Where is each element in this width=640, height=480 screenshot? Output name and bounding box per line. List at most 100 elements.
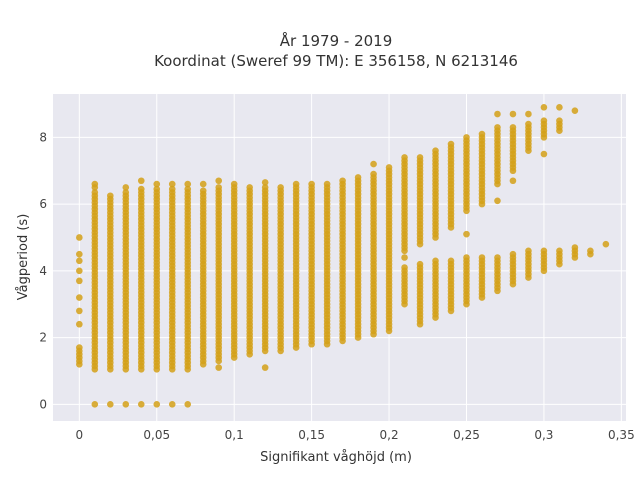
data-point [76,307,83,315]
data-point [540,247,548,255]
data-point [76,277,83,285]
data-point [447,140,455,148]
data-point [230,180,238,188]
data-point [184,401,192,408]
data-point [463,230,470,238]
chart-title: År 1979 - 2019 [280,31,393,50]
data-point [137,177,145,185]
data-point [463,254,470,261]
data-point [463,134,470,141]
data-point [556,127,563,135]
data-point [401,264,408,271]
y-tick-label: 8 [39,130,47,144]
x-tick-label: 0,3 [534,428,553,442]
data-point [137,185,145,193]
data-point [416,154,424,161]
data-point [556,247,563,255]
data-point [602,240,610,248]
data-point [215,184,223,191]
data-point [494,110,501,118]
x-tick-label: 0,1 [225,428,244,442]
data-point [525,120,532,128]
data-point [571,244,579,251]
data-point [76,234,83,241]
x-tick-label: 0,25 [453,428,480,442]
data-point [168,401,176,408]
data-point [184,180,192,188]
data-point [525,247,532,255]
y-axis-label: Vågperiod (s) [16,214,31,301]
data-point [76,344,83,351]
data-point [153,180,161,188]
data-point [168,180,176,188]
data-point [354,174,362,181]
data-point [556,117,563,124]
data-point [339,177,346,185]
data-point [153,401,161,408]
data-point [525,110,532,118]
y-tick-label: 0 [39,397,47,411]
data-point [199,180,207,188]
x-tick-label: 0,2 [380,428,399,442]
data-point [401,154,408,161]
data-point [494,254,501,261]
data-point [556,104,563,111]
data-point [509,110,517,118]
data-point [385,164,393,171]
data-point [571,107,579,114]
data-point [540,117,548,124]
data-point [76,257,83,265]
data-point [432,147,439,155]
x-axis-label: Signifikant våghöjd (m) [260,450,412,465]
data-point [416,260,424,268]
data-points [76,104,610,408]
data-point [76,294,83,301]
data-point [509,177,517,185]
data-point [308,180,315,188]
x-tick-label: 0,35 [608,428,635,442]
x-tick-label: 0,05 [143,428,170,442]
x-tick-label: 0,15 [298,428,325,442]
data-point [478,130,486,138]
data-point [122,189,130,196]
data-point [107,401,114,408]
chart-subtitle: Koordinat (Sweref 99 TM): E 356158, N 62… [154,52,518,70]
data-point [494,124,501,131]
data-point [587,247,594,255]
data-point [91,180,99,188]
data-point [370,170,377,178]
data-point [277,184,284,191]
data-point [199,187,207,195]
data-point [261,179,269,186]
y-tick-label: 4 [39,264,47,278]
data-point [122,184,130,191]
data-point [432,257,439,265]
data-point [215,364,223,371]
data-point [478,254,486,261]
y-tick-label: 2 [39,331,47,345]
data-point [401,254,408,261]
data-point [76,267,83,275]
data-point [509,250,517,258]
data-point [246,184,253,191]
data-point [137,401,145,408]
data-point [323,180,331,188]
data-point [292,180,300,188]
x-tick-labels: 0 0,05 0,1 0,15 0,2 0,25 0,3 0,35 [76,428,635,442]
data-point [509,124,517,131]
data-point [494,197,501,205]
data-point [261,364,269,371]
data-point [184,185,192,193]
data-point [540,104,548,111]
y-tick-label: 6 [39,197,47,211]
data-point [76,250,83,258]
data-point [153,185,161,193]
data-point [91,189,99,196]
data-point [261,184,269,191]
data-point [122,401,130,408]
data-point [168,185,176,193]
data-point [76,320,83,328]
data-point [447,257,455,265]
x-tick-label: 0 [76,428,84,442]
